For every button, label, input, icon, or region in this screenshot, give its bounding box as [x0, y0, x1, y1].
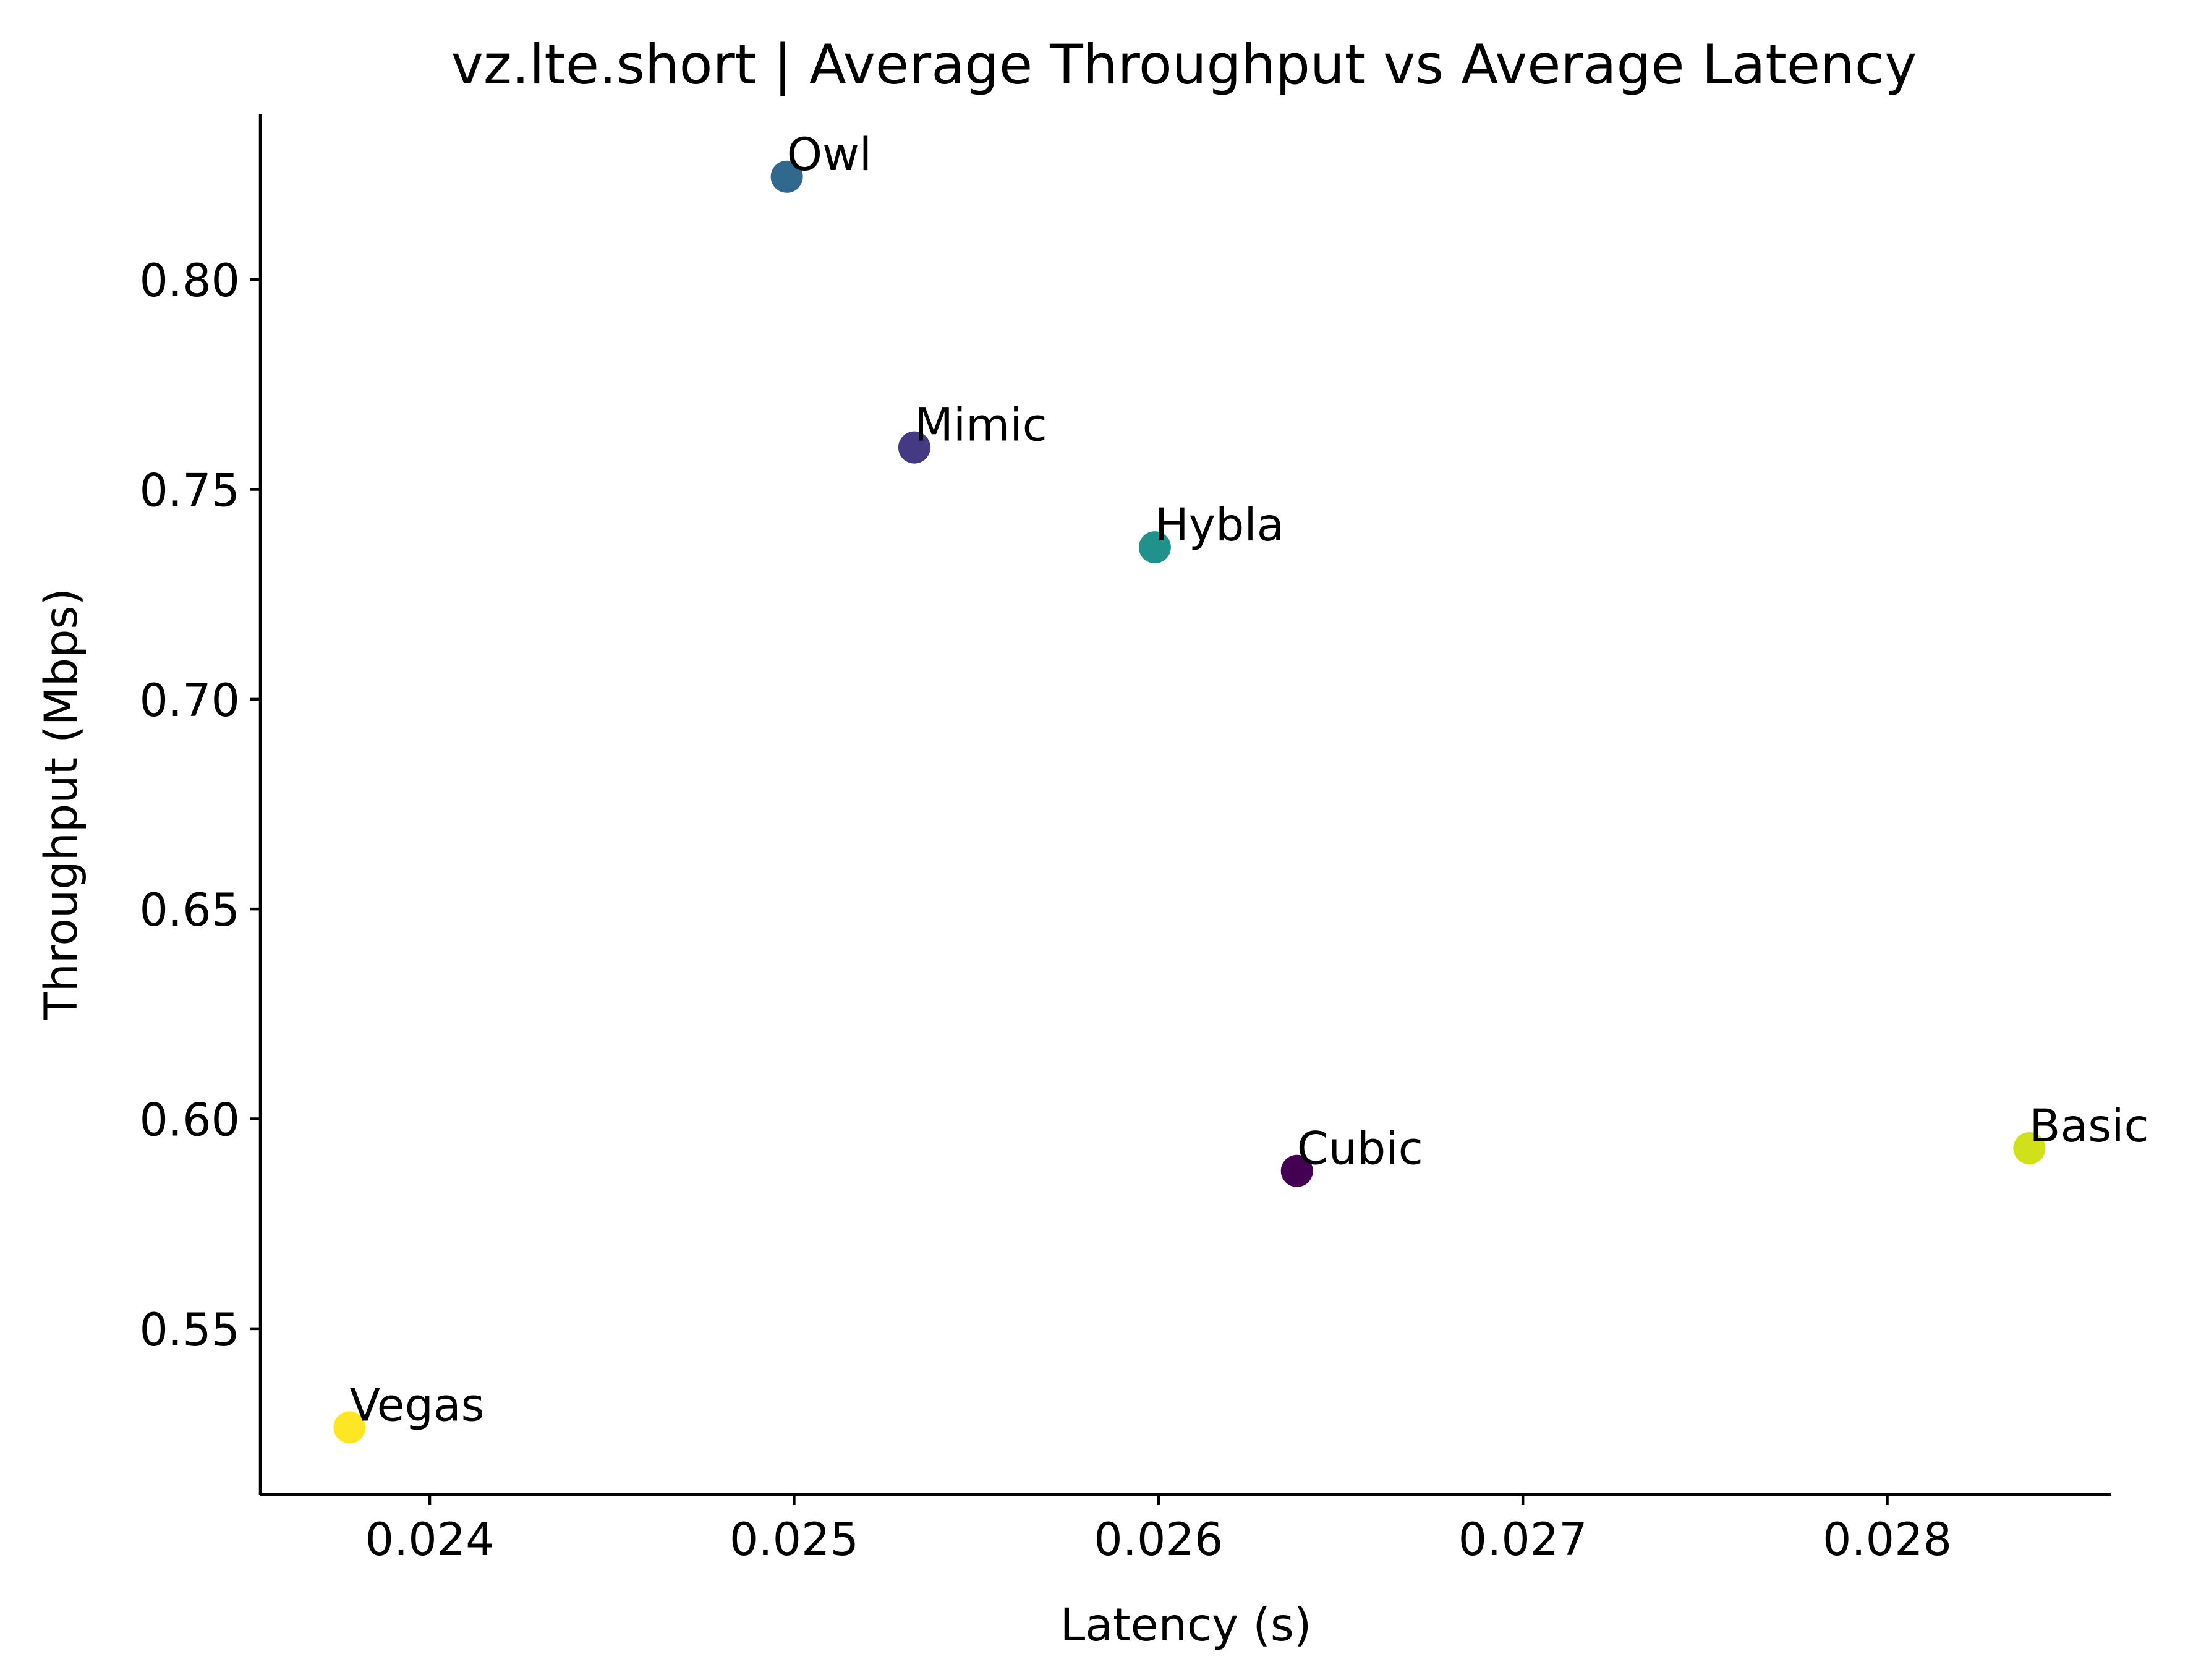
- axes-spines: [258, 114, 2111, 1496]
- x-tick-label: 0.025: [730, 1514, 859, 1566]
- point-label-basic: Basic: [2029, 1100, 2148, 1153]
- y-tick-label: 0.55: [139, 1304, 240, 1357]
- data-point-vegas: [333, 1411, 366, 1444]
- data-point-basic: [2013, 1132, 2046, 1165]
- y-tick-label: 0.65: [139, 884, 240, 937]
- data-point-cubic: [1280, 1154, 1313, 1187]
- y-tick-label: 0.80: [139, 255, 240, 307]
- x-tick-label: 0.024: [365, 1514, 495, 1566]
- data-point-mimic: [898, 431, 930, 464]
- data-point-owl: [770, 160, 803, 193]
- x-tick-label: 0.028: [1823, 1514, 1952, 1566]
- y-axis-label: Throughput (Mbps): [35, 588, 88, 1020]
- y-axis-ticks: 0.55 0.60 0.65 0.70 0.75 0.80: [139, 255, 260, 1357]
- y-tick-label: 0.60: [139, 1094, 240, 1147]
- x-tick-label: 0.026: [1094, 1514, 1223, 1566]
- y-tick-label: 0.75: [139, 464, 240, 517]
- x-axis-label: Latency (s): [1060, 1599, 1312, 1652]
- data-points: [333, 160, 2046, 1444]
- point-label-mimic: Mimic: [914, 399, 1047, 452]
- data-point-hybla: [1138, 531, 1171, 564]
- point-label-vegas: Vegas: [349, 1379, 484, 1431]
- data-point-labels: Owl Mimic Hybla Cubic Basic Vegas: [349, 129, 2148, 1432]
- x-tick-label: 0.027: [1458, 1514, 1588, 1566]
- point-label-owl: Owl: [787, 129, 872, 181]
- point-label-cubic: Cubic: [1297, 1123, 1423, 1175]
- y-tick-label: 0.70: [139, 675, 240, 727]
- chart-title: vz.lte.short | Average Throughput vs Ave…: [451, 33, 1917, 97]
- point-label-hybla: Hybla: [1155, 499, 1284, 552]
- x-axis-ticks: 0.024 0.025 0.026 0.027 0.028: [365, 1495, 1952, 1566]
